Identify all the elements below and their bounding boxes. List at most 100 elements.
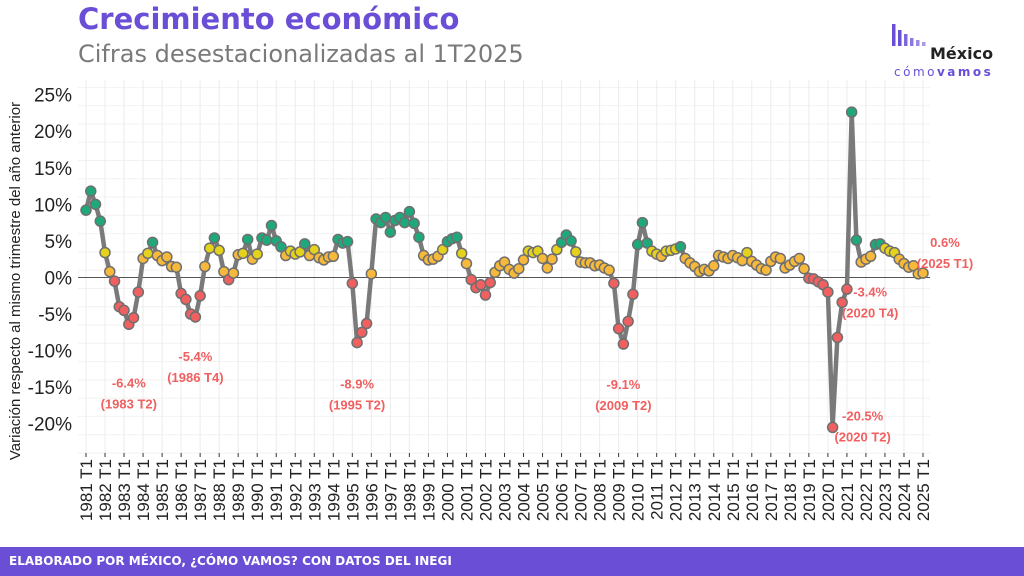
x-tick-label: 1984 T1 xyxy=(134,459,153,521)
x-tick-label: 2020 T1 xyxy=(819,459,838,521)
logo-text: México xyxy=(930,44,994,63)
x-tick-label: 2007 T1 xyxy=(572,459,591,521)
data-point xyxy=(546,253,558,265)
x-tick-label: 1999 T1 xyxy=(419,459,438,521)
data-point xyxy=(674,241,687,253)
data-point xyxy=(608,277,620,290)
data-point xyxy=(612,322,625,335)
growth-line-chart: -20%-15%-10%-5%0%5%10%15%20%25% 1981 T1 1… xyxy=(7,80,973,521)
annotation-period: (1986 T4) xyxy=(167,370,223,385)
data-point xyxy=(127,311,140,324)
x-tick-label: 2014 T1 xyxy=(705,459,724,521)
annotation-period: (1983 T2) xyxy=(101,396,157,411)
x-tick-label: 1982 T1 xyxy=(96,459,115,521)
data-point xyxy=(403,205,416,218)
data-point xyxy=(513,262,525,275)
data-point xyxy=(917,267,929,279)
x-tick-label: 2023 T1 xyxy=(876,459,895,521)
x-tick-label: 1987 T1 xyxy=(191,459,210,521)
x-tick-label: 2022 T1 xyxy=(857,459,876,521)
x-tick-label: 2011 T1 xyxy=(648,459,667,520)
data-point xyxy=(251,248,263,260)
data-point xyxy=(841,283,853,295)
y-tick-label: 20% xyxy=(34,122,72,143)
data-point xyxy=(180,293,192,306)
data-point xyxy=(760,264,772,276)
x-tick-label: 2005 T1 xyxy=(534,459,553,521)
x-tick-label: 2024 T1 xyxy=(895,459,914,521)
data-point xyxy=(413,231,425,243)
data-point xyxy=(708,260,720,272)
data-point xyxy=(199,260,211,273)
data-point xyxy=(85,185,97,197)
logo-subtext: cómovamos xyxy=(894,65,993,79)
y-tick-label: -10% xyxy=(28,342,72,363)
x-tick-label: 2000 T1 xyxy=(438,459,457,521)
x-tick-label: 1996 T1 xyxy=(362,459,381,521)
annotation-period: (2009 T2) xyxy=(595,398,651,413)
data-point xyxy=(741,246,753,259)
x-tick-label: 2010 T1 xyxy=(629,459,648,521)
logo-subtext-bold: vamos xyxy=(936,65,994,79)
x-tick-label: 1990 T1 xyxy=(248,459,267,521)
data-point xyxy=(822,286,834,298)
data-point xyxy=(227,267,240,279)
annotation-value: -5.4% xyxy=(178,349,212,364)
footer-source: ELABORADO POR MÉXICO, ¿CÓMO VAMOS? CON D… xyxy=(9,554,452,568)
data-point xyxy=(170,261,183,273)
data-point xyxy=(460,257,473,270)
data-point xyxy=(398,216,411,229)
data-point xyxy=(379,211,392,224)
x-axis: 1981 T1 1982 T1 1983 T1 1984 T1 1985 T1 1986 … xyxy=(77,453,933,521)
annotation-value: -6.4% xyxy=(112,375,146,390)
data-point xyxy=(384,226,397,238)
x-tick-label: 1994 T1 xyxy=(324,459,343,521)
data-point xyxy=(408,217,420,230)
data-point xyxy=(517,254,530,266)
data-point xyxy=(327,250,340,263)
data-point xyxy=(189,311,202,323)
annotation-value: -20.5% xyxy=(842,408,884,423)
data-point xyxy=(142,247,154,260)
y-tick-label: 25% xyxy=(34,86,72,107)
data-point xyxy=(627,288,639,301)
y-tick-label: -20% xyxy=(28,415,72,436)
x-tick-label: 2001 T1 xyxy=(457,459,476,521)
data-point xyxy=(213,244,225,257)
chart-title: Crecimiento económico xyxy=(78,2,460,36)
data-point xyxy=(241,233,254,246)
data-point xyxy=(617,338,630,350)
y-tick-label: 15% xyxy=(34,159,72,180)
data-point xyxy=(161,251,173,263)
data-point xyxy=(636,216,649,229)
data-point xyxy=(360,317,373,330)
data-point xyxy=(850,234,863,246)
data-points xyxy=(80,106,929,434)
x-tick-label: 1988 T1 xyxy=(210,459,229,521)
data-point xyxy=(194,290,206,302)
x-tick-label: 2008 T1 xyxy=(591,459,610,521)
y-tick-label: -5% xyxy=(38,305,72,326)
data-point xyxy=(89,198,102,211)
x-tick-label: 2019 T1 xyxy=(800,459,819,521)
data-point xyxy=(132,286,145,298)
x-tick-label: 2009 T1 xyxy=(610,459,629,521)
annotation-value: 0.6% xyxy=(930,235,960,250)
data-point xyxy=(484,276,496,289)
annotation-value: -3.4% xyxy=(853,284,887,299)
data-point xyxy=(104,265,116,278)
data-point xyxy=(275,241,287,253)
x-tick-label: 1995 T1 xyxy=(343,459,362,521)
x-tick-label: 1997 T1 xyxy=(381,459,400,521)
annotation-value: -9.1% xyxy=(606,377,640,392)
data-point xyxy=(565,235,577,247)
data-point xyxy=(108,275,121,287)
x-tick-label: 2025 T1 xyxy=(914,459,933,521)
annotation-period: (2020 T4) xyxy=(842,305,898,320)
x-tick-label: 2003 T1 xyxy=(496,459,515,521)
data-point xyxy=(570,246,582,258)
y-tick-label: 5% xyxy=(45,232,73,253)
data-point xyxy=(831,331,844,344)
x-tick-label: 2016 T1 xyxy=(743,459,762,521)
data-point xyxy=(793,252,806,265)
